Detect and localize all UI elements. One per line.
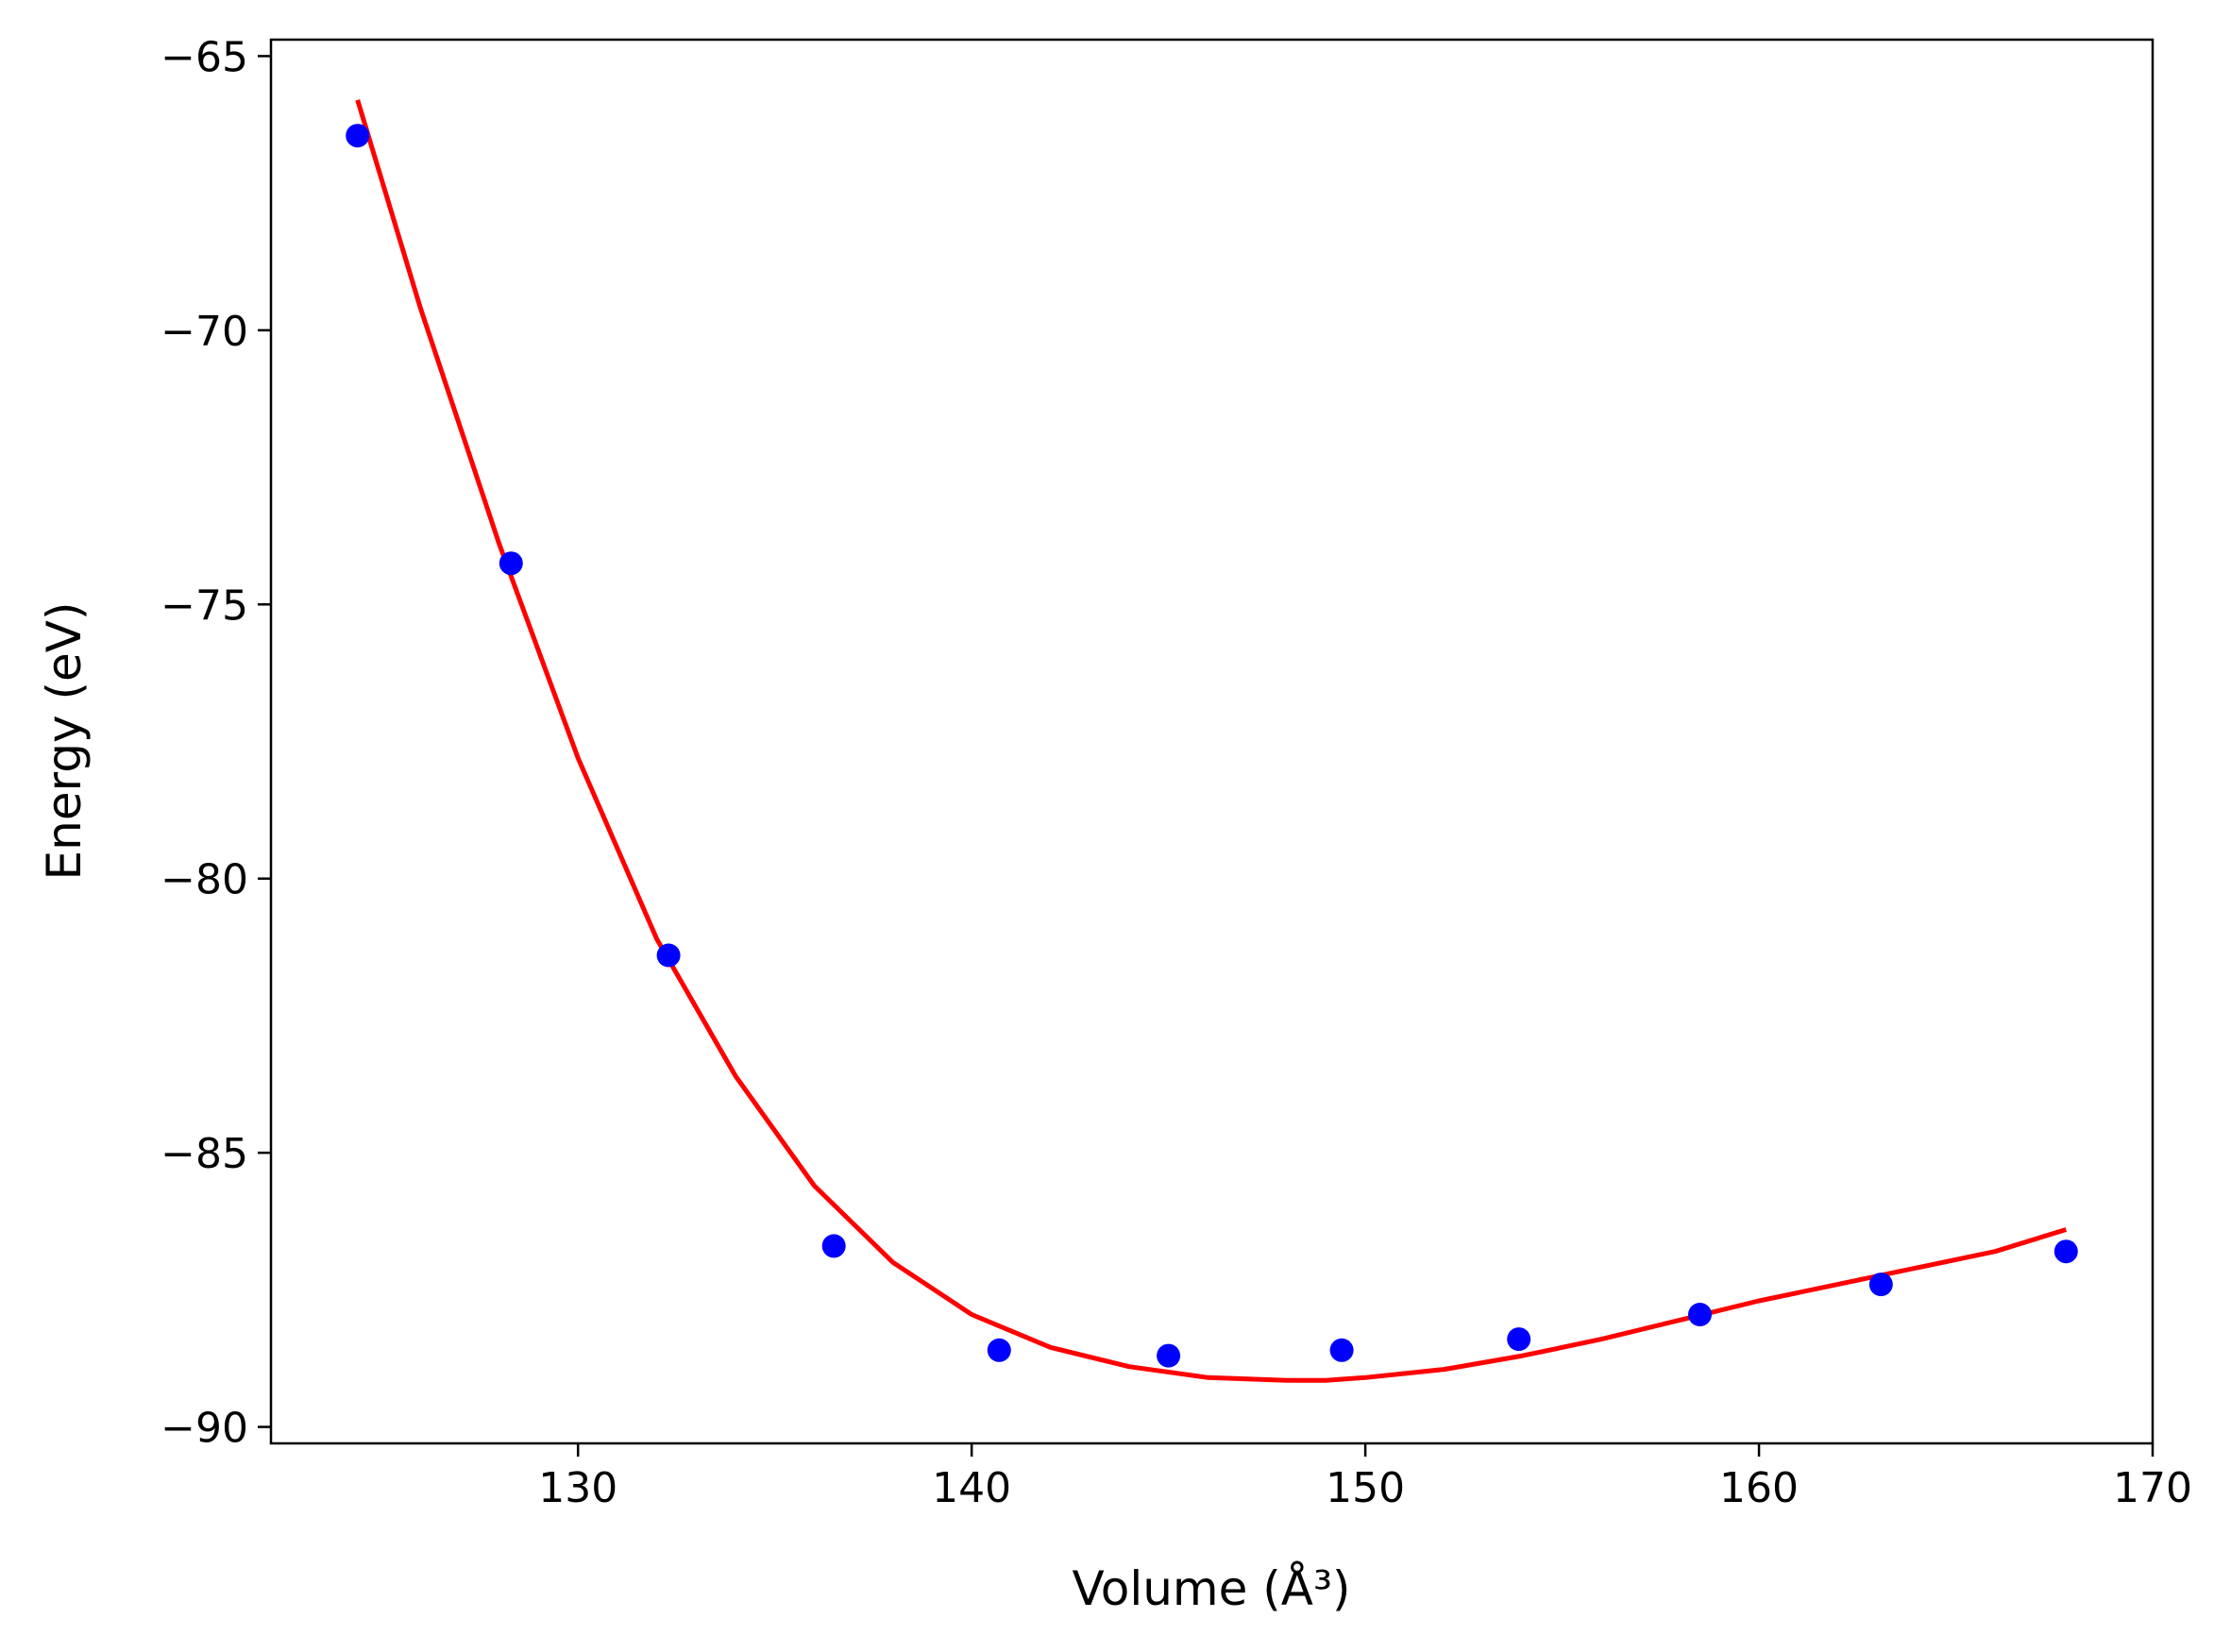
data-point-8	[1507, 1327, 1531, 1352]
x-tick-label: 160	[1719, 1464, 1799, 1512]
data-point-5	[987, 1338, 1011, 1362]
x-tick-label: 130	[538, 1464, 617, 1512]
data-point-10	[1868, 1273, 1893, 1297]
y-axis-ticks: −65 −70 −75 −80 −85 −90	[161, 33, 271, 1453]
data-point-11	[2054, 1239, 2078, 1264]
y-tick-label: −65	[161, 33, 248, 81]
data-point-3	[656, 943, 681, 968]
x-tick-label: 170	[2113, 1464, 2192, 1512]
y-tick-label: −70	[161, 308, 248, 356]
data-point-9	[1688, 1303, 1712, 1326]
y-tick-label: −90	[161, 1405, 248, 1453]
data-point-4	[821, 1234, 846, 1258]
axes-frame	[269, 38, 2155, 1445]
data-point-6	[1157, 1343, 1181, 1368]
x-tick-label: 140	[932, 1464, 1011, 1512]
data-point-7	[1329, 1338, 1354, 1362]
plot-area	[346, 99, 2078, 1383]
data-point-2	[499, 551, 523, 576]
x-axis-title: Volume (Å³)	[1072, 1561, 1350, 1616]
data-point-1	[346, 124, 370, 148]
y-tick-label: −85	[161, 1130, 248, 1178]
y-tick-label: −75	[161, 582, 248, 630]
y-axis-title: Energy (eV)	[37, 602, 92, 881]
y-tick-label: −80	[161, 856, 248, 904]
x-axis-ticks: 130 140 150 160 170	[538, 1443, 2192, 1512]
fit-curve-line	[355, 99, 2068, 1383]
x-tick-label: 150	[1326, 1464, 1405, 1512]
